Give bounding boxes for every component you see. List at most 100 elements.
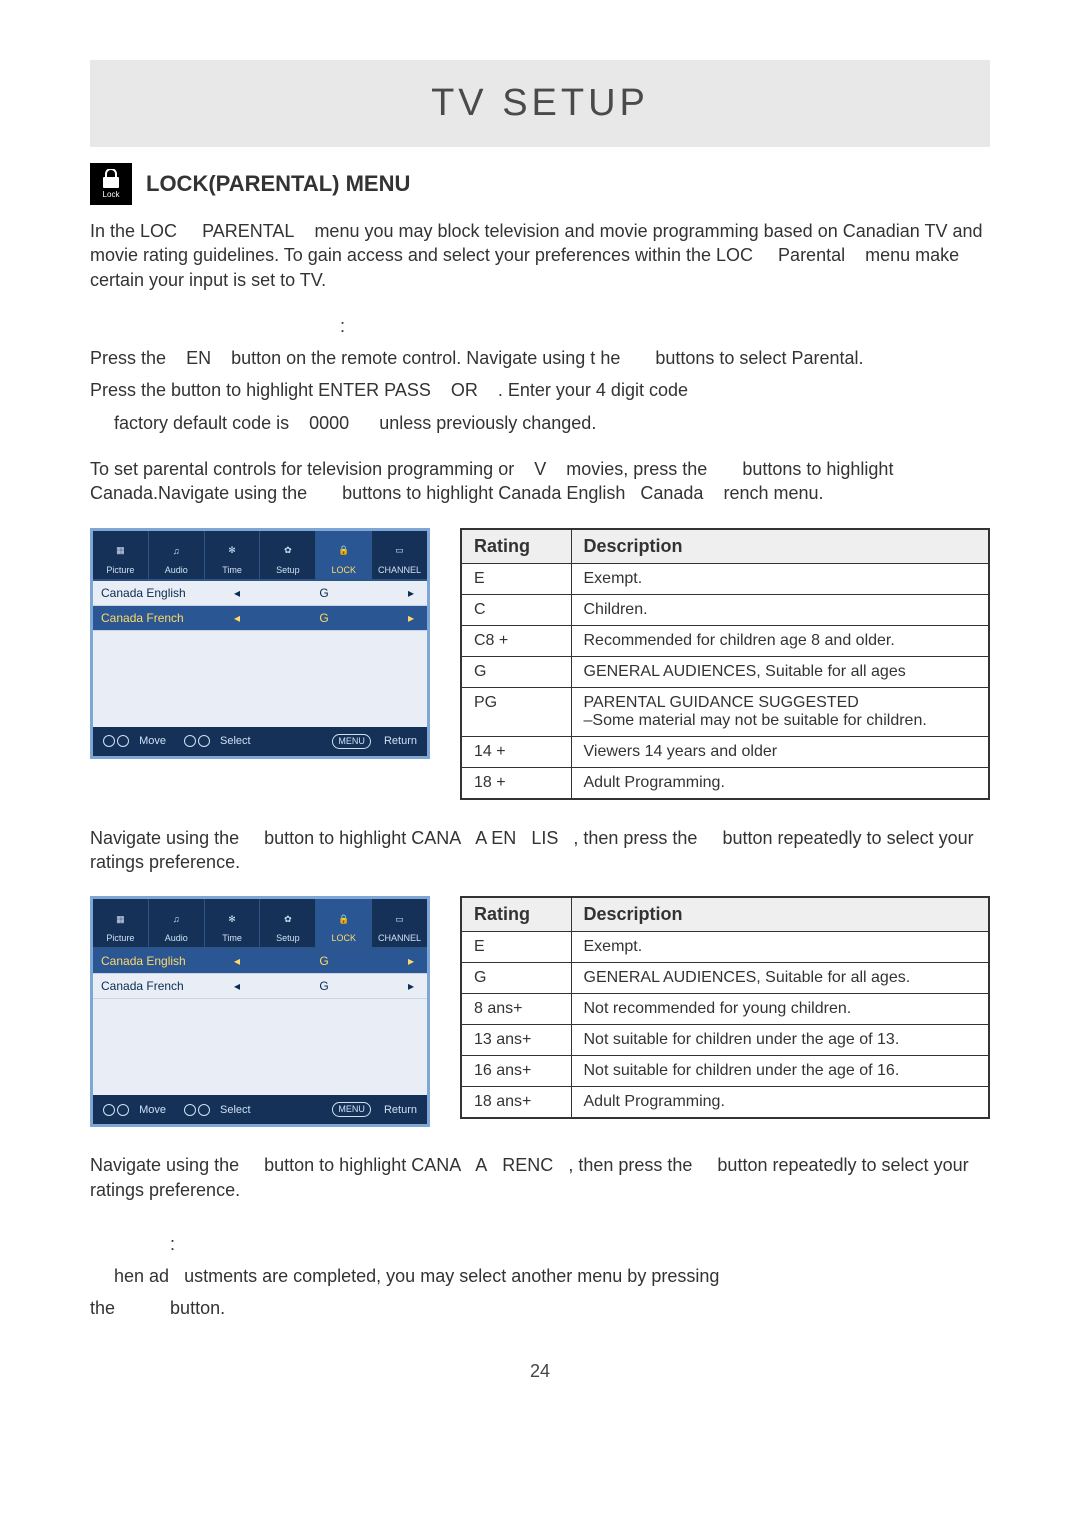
tv-tab-time[interactable]: ✻Time <box>205 531 261 579</box>
arrow-left-icon[interactable]: ◂ <box>221 586 253 600</box>
closing-block: hen ad ustments are completed, you may s… <box>90 1264 990 1321</box>
tv-row-canada-french[interactable]: Canada French ◂ G ▸ <box>93 974 427 999</box>
description-cell: Children. <box>571 594 989 625</box>
arrow-right-icon[interactable]: ▸ <box>395 954 427 968</box>
arrow-right-icon[interactable]: ▸ <box>395 611 427 625</box>
t: A <box>475 1155 487 1175</box>
table-row: 8 ans+Not recommended for young children… <box>461 994 989 1025</box>
tv-tab-time[interactable]: ✻Time <box>205 899 261 947</box>
rating-cell: C8 + <box>461 625 571 656</box>
page-title: TV SETUP <box>90 82 990 125</box>
tv-tab-audio[interactable]: ♫Audio <box>149 531 205 579</box>
description-cell: GENERAL AUDIENCES, Suitable for all ages… <box>571 963 989 994</box>
t: . Enter your 4 digit code <box>498 380 688 400</box>
t: Navigate using the <box>90 828 239 848</box>
instructions-block-1: Press the EN button on the remote contro… <box>90 346 990 435</box>
t: Parental <box>778 245 845 265</box>
th-description: Description <box>571 529 989 564</box>
description-cell: Recommended for children age 8 and older… <box>571 625 989 656</box>
tv-tab-setup[interactable]: ✿Setup <box>260 899 316 947</box>
t: Navigate using the <box>90 1155 239 1175</box>
t: In the LOC <box>90 221 177 241</box>
t: button on the remote control. Navigate u… <box>231 348 620 368</box>
t: G <box>253 586 395 600</box>
rating-cell: 16 ans+ <box>461 1056 571 1087</box>
tv-tab-audio[interactable]: ♫Audio <box>149 899 205 947</box>
rating-cell: E <box>461 932 571 963</box>
tv-tab-picture[interactable]: ▦Picture <box>93 899 149 947</box>
tv-footer-move: Move <box>103 1102 166 1117</box>
t: Setup <box>276 933 300 943</box>
table-row: C8 +Recommended for children age 8 and o… <box>461 625 989 656</box>
th-description: Description <box>571 897 989 932</box>
tv-footer: Move Select MENU Return <box>93 1095 427 1124</box>
tv-tab-lock[interactable]: 🔒LOCK <box>316 531 372 579</box>
description-cell: PARENTAL GUIDANCE SUGGESTED –Some materi… <box>571 687 989 736</box>
arrow-right-icon[interactable]: ▸ <box>395 586 427 600</box>
table-row: PGPARENTAL GUIDANCE SUGGESTED –Some mate… <box>461 687 989 736</box>
t: Canada English <box>93 581 221 605</box>
t: 0000 <box>309 413 349 433</box>
t: G <box>253 979 395 993</box>
tv-menu-2: ▦Picture ♫Audio ✻Time ✿Setup 🔒LOCK ▭CHAN… <box>90 896 430 1127</box>
tv-footer-return: MENU Return <box>332 734 417 749</box>
t: button to highlight CANA <box>264 828 461 848</box>
description-cell: Not suitable for children under the age … <box>571 1056 989 1087</box>
t: Press the button to highlight ENTER PASS <box>90 380 431 400</box>
tv-row-canada-english[interactable]: Canada English ◂ G ▸ <box>93 581 427 606</box>
rating-cell: 18 + <box>461 767 571 799</box>
tv-row-canada-french[interactable]: Canada French ◂ G ▸ <box>93 606 427 631</box>
table-row: EExempt. <box>461 563 989 594</box>
tv-tabs: ▦Picture ♫Audio ✻Time ✿Setup 🔒LOCK ▭CHAN… <box>93 531 427 581</box>
instr-line: To set parental controls for television … <box>90 457 990 506</box>
tv-footer-select: Select <box>184 1102 251 1117</box>
instr-line: Press the button to highlight ENTER PASS… <box>90 378 990 402</box>
colon-line-2: : <box>90 1232 990 1256</box>
rating-cell: PG <box>461 687 571 736</box>
intro-block: In the LOC PARENTAL menu you may block t… <box>90 219 990 292</box>
rating-cell: G <box>461 963 571 994</box>
t: factory default code is <box>114 413 289 433</box>
t: MENU <box>332 1102 371 1117</box>
t: Time <box>222 933 242 943</box>
t: movies, press the <box>566 459 707 479</box>
table-row: EExempt. <box>461 932 989 963</box>
tv-tab-picture[interactable]: ▦Picture <box>93 531 149 579</box>
t: Return <box>384 1104 417 1116</box>
th-rating: Rating <box>461 897 571 932</box>
arrow-left-icon[interactable]: ◂ <box>221 611 253 625</box>
tv-row-canada-english[interactable]: Canada English ◂ G ▸ <box>93 949 427 974</box>
instructions-block-2: To set parental controls for television … <box>90 457 990 506</box>
tv-tab-channel[interactable]: ▭CHANNEL <box>372 899 427 947</box>
lock-badge-label: Lock <box>103 190 120 199</box>
ratings-table-english: Rating Description EExempt.CChildren.C8 … <box>460 528 990 800</box>
t: A EN <box>475 828 516 848</box>
t: CHANNEL <box>378 565 421 575</box>
table-row: GGENERAL AUDIENCES, Suitable for all age… <box>461 963 989 994</box>
t: Audio <box>165 565 188 575</box>
instr-line: Press the EN button on the remote contro… <box>90 346 990 370</box>
t: Picture <box>106 565 134 575</box>
table-row: 18 +Adult Programming. <box>461 767 989 799</box>
t: Canada English <box>93 949 221 973</box>
t: LOCK <box>331 565 356 575</box>
t: Time <box>222 565 242 575</box>
section-header: Lock LOCK(PARENTAL) MENU <box>90 163 990 205</box>
description-cell: GENERAL AUDIENCES, Suitable for all ages <box>571 656 989 687</box>
th-rating: Rating <box>461 529 571 564</box>
t: , then press the <box>573 828 697 848</box>
tv-tabs: ▦Picture ♫Audio ✻Time ✿Setup 🔒LOCK ▭CHAN… <box>93 899 427 949</box>
lock-icon: Lock <box>90 163 132 205</box>
arrow-left-icon[interactable]: ◂ <box>221 979 253 993</box>
tv-tab-lock[interactable]: 🔒LOCK <box>316 899 372 947</box>
page-number: 24 <box>90 1361 990 1382</box>
arrow-left-icon[interactable]: ◂ <box>221 954 253 968</box>
menu-table-group-1: ▦Picture ♫Audio ✻Time ✿Setup 🔒LOCK ▭CHAN… <box>90 528 990 800</box>
table-row: CChildren. <box>461 594 989 625</box>
tv-tab-channel[interactable]: ▭CHANNEL <box>372 531 427 579</box>
t: LOCK <box>331 933 356 943</box>
rating-cell: C <box>461 594 571 625</box>
t: buttons to highlight Canada English <box>342 483 625 503</box>
arrow-right-icon[interactable]: ▸ <box>395 979 427 993</box>
tv-tab-setup[interactable]: ✿Setup <box>260 531 316 579</box>
